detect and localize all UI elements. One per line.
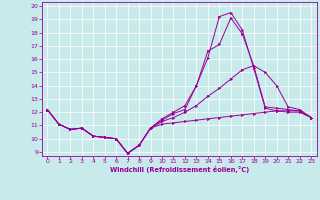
X-axis label: Windchill (Refroidissement éolien,°C): Windchill (Refroidissement éolien,°C) xyxy=(109,166,249,173)
